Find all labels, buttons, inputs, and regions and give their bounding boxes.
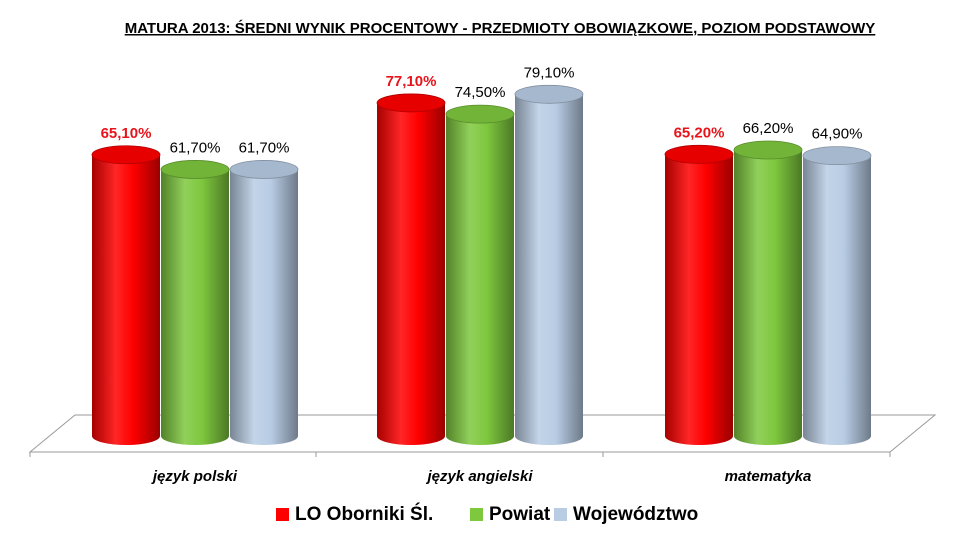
data-label: 65,10%: [101, 125, 152, 142]
legend-swatch: [554, 508, 567, 521]
x-tick-label: język polski: [151, 468, 238, 485]
bar-top: [160, 160, 230, 179]
data-label: 79,10%: [524, 64, 575, 81]
value-labels: 65,10% 61,70% 61,70% 77,10% 74,50% 79,10% 65,2…: [101, 64, 863, 156]
chart-title: MATURA 2013: ŚREDNI WYNIK PROCENTOWY - P…: [125, 19, 876, 37]
legend-item: LO Oborniki Śl.: [276, 503, 433, 525]
legend-item: Powiat: [470, 504, 551, 525]
bar-2-1: [733, 140, 803, 446]
x-tick-label: język angielski: [425, 468, 533, 485]
bar-body: [377, 102, 445, 445]
data-label: 65,20%: [674, 124, 725, 141]
bar-0-0: [91, 145, 161, 445]
data-label: 66,20%: [743, 120, 794, 137]
category-labels: język polski język angielski matematyka: [151, 468, 811, 485]
legend: LO Oborniki Śl. Powiat Województwo: [276, 503, 698, 525]
bar-0-2: [229, 160, 299, 445]
bar-0-1: [160, 160, 230, 445]
legend-label: Województwo: [573, 504, 698, 525]
legend-swatch: [276, 508, 289, 521]
bar-body: [665, 154, 733, 445]
bar-top: [229, 160, 299, 179]
bar-top: [91, 145, 161, 165]
bar-body: [515, 94, 583, 446]
bar-body: [92, 154, 160, 445]
legend-swatch: [470, 508, 483, 521]
bar-top: [514, 84, 584, 104]
bar-top: [445, 104, 515, 124]
bar-top: [664, 144, 734, 164]
legend-item: Województwo: [554, 504, 698, 525]
bar-2-2: [802, 146, 872, 445]
data-label: 61,70%: [239, 139, 290, 156]
legend-label: LO Oborniki Śl.: [295, 503, 433, 525]
bar-body: [446, 114, 514, 445]
bar-body: [734, 150, 802, 446]
bar-1-1: [445, 104, 515, 445]
bar-1-0: [376, 93, 446, 445]
bars: [91, 84, 872, 446]
legend-label: Powiat: [489, 504, 551, 525]
data-label: 77,10%: [386, 73, 437, 90]
bar-body: [230, 169, 298, 445]
bar-top: [802, 146, 872, 166]
bar-body: [803, 155, 871, 445]
data-label: 74,50%: [455, 84, 506, 101]
data-label: 64,90%: [812, 126, 863, 143]
x-tick-label: matematyka: [725, 468, 812, 485]
bar-2-0: [664, 144, 734, 445]
bar-1-2: [514, 84, 584, 446]
bar-top: [733, 140, 803, 160]
bar-body: [161, 169, 229, 445]
bar-top: [376, 93, 446, 113]
data-label: 61,70%: [170, 139, 221, 156]
